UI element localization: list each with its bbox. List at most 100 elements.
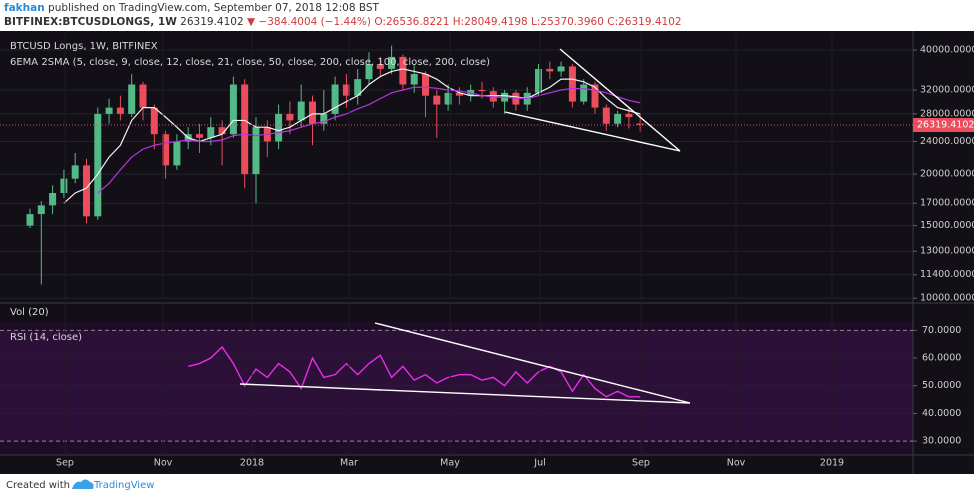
candle-body [229, 84, 237, 135]
footer-created: Created with [6, 480, 70, 491]
candle-body [331, 84, 339, 114]
candle-body [241, 84, 249, 175]
rsi-line [188, 345, 641, 398]
candle-body [354, 79, 362, 96]
candle-body [286, 113, 294, 121]
candle-body [320, 113, 328, 124]
indicator-label: 6EMA 2SMA (5, close, 9, close, 12, close… [10, 57, 490, 68]
candle-body [342, 84, 350, 96]
candle-body [433, 95, 441, 105]
candle-body [139, 84, 147, 108]
x-tick-label: 2018 [240, 458, 264, 469]
y-tick-label: 17000.000000 [920, 198, 974, 209]
symbol-line: BITFINEX:BTCUSDLONGS, 1W 26319.4102 ▼ −3… [4, 16, 682, 28]
candle-body [207, 127, 215, 138]
candle-body [150, 107, 158, 135]
candle-body [252, 127, 260, 175]
wedge-drawing [504, 48, 681, 152]
candle-body [512, 92, 520, 105]
y-tick-label: 11400.000000 [920, 269, 974, 280]
footer-bg [0, 474, 974, 497]
candle-body [376, 64, 384, 69]
candle-body [309, 101, 316, 124]
ohlc-close: C:26319.4102 [607, 16, 681, 28]
y-tick-label: 40000.000000 [920, 45, 974, 56]
y-tick-label: 70.0000 [922, 325, 961, 336]
chart-title: BTCUSD Longs, 1W, BITFINEX [10, 41, 158, 52]
candle-body [105, 107, 113, 114]
logo [72, 479, 94, 489]
candle-body [399, 56, 407, 85]
candle-body [128, 84, 136, 114]
moving-average [63, 68, 641, 204]
y-tick-label: 10000.000000 [920, 293, 974, 304]
y-tick-label: 60.0000 [922, 353, 961, 364]
candle-body [49, 192, 57, 206]
candle-body [162, 134, 170, 166]
x-tick-label: Nov [154, 458, 173, 469]
candle-body [602, 107, 610, 124]
trend-lines [239, 48, 691, 404]
candle-body [422, 73, 429, 96]
candle-body [297, 101, 305, 121]
y-tick-label: 30.0000 [922, 436, 961, 447]
y-tick-label: 15000.000000 [920, 220, 974, 231]
candle-body [580, 84, 588, 102]
candle-body [614, 113, 622, 124]
header-line: fakhan published on TradingView.com, Sep… [4, 2, 380, 14]
y-tick-label: 13000.000000 [920, 246, 974, 257]
candle-body [37, 205, 45, 215]
rsi-label: RSI (14, close) [10, 332, 82, 343]
candle-body [568, 66, 576, 102]
candle-body [196, 134, 203, 138]
candle-body [94, 113, 102, 217]
arrow: ▼ [247, 16, 256, 28]
volume-label: Vol (20) [10, 307, 49, 318]
candle-body [636, 123, 644, 125]
candle-body [60, 178, 68, 193]
candle-body [625, 113, 633, 118]
candle-body [444, 92, 452, 105]
candle-body [116, 107, 124, 114]
candle-body [410, 73, 418, 85]
candle-body [26, 214, 34, 226]
rsi-trendline [239, 383, 691, 404]
footer-brand[interactable]: TradingView [93, 480, 154, 491]
candle-body [591, 84, 599, 108]
candle-body [83, 165, 90, 217]
x-tick-label: 2019 [820, 458, 844, 469]
x-tick-label: Jul [533, 458, 545, 469]
y-tick-label: 50.0000 [922, 380, 961, 391]
candle-body [455, 92, 463, 96]
x-tick-label: Nov [727, 458, 746, 469]
x-tick-label: Sep [632, 458, 650, 469]
candle-body [478, 90, 486, 92]
ohlc-open: O:26536.8221 [374, 16, 449, 28]
ohlc-low: L:25370.3960 [531, 16, 604, 28]
last-price-box [913, 117, 974, 132]
x-tick-label: Mar [340, 458, 358, 469]
change: −384.4004 (−1.44%) [258, 16, 371, 28]
candle-body [557, 66, 565, 72]
plot: 40000.000000 32000.000000 28000.000000 2400… [0, 33, 974, 469]
candle-body [546, 68, 554, 72]
rsi-trendline [374, 322, 691, 404]
candle-body [535, 68, 542, 93]
published: published on TradingView.com, September … [48, 2, 379, 14]
y-tick-label: 20000.000000 [920, 169, 974, 180]
candle-body [71, 165, 79, 179]
y-tick-label: 24000.000000 [920, 136, 974, 147]
candle-body [388, 56, 396, 69]
moving-average [97, 86, 641, 194]
candle-body [173, 141, 181, 166]
x-tick-label: Sep [56, 458, 74, 469]
candle-body [275, 113, 283, 142]
candle-body [218, 127, 226, 135]
author[interactable]: fakhan [4, 2, 45, 14]
ohlc-high: H:28049.4198 [453, 16, 528, 28]
y-tick-label: 32000.000000 [920, 85, 974, 96]
x-tick-label: May [440, 458, 460, 469]
y-tick-label: 28000.000000 [920, 108, 974, 119]
y-tick-label: 40.0000 [922, 408, 961, 419]
